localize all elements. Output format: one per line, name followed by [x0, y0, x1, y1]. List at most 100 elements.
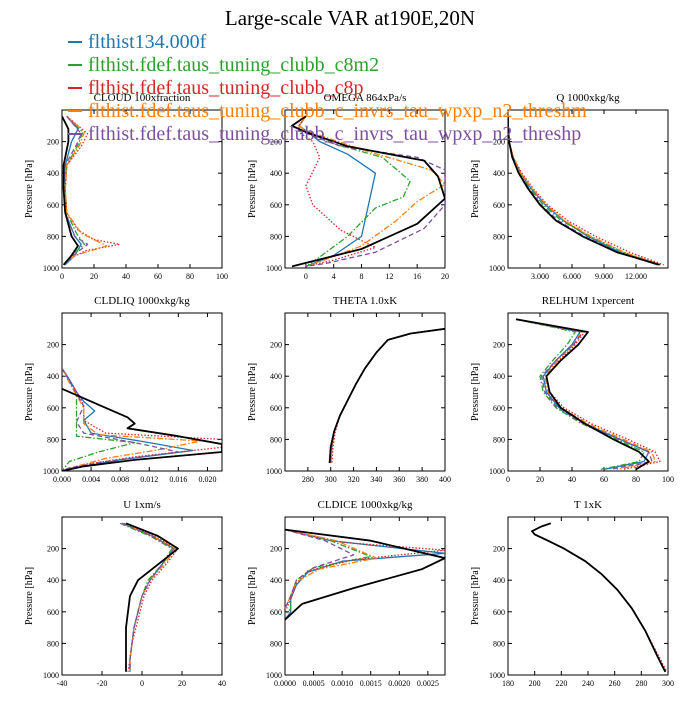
y-axis-label: Pressure [hPa] [470, 567, 481, 625]
y-tick-label: 600 [47, 608, 59, 617]
x-tick-label: 360 [393, 475, 405, 484]
panel: THETA 1.0xK Pressure [hPa] 200 400 600 800 100… [247, 295, 451, 484]
series-line [515, 318, 645, 471]
series-line-control [62, 387, 222, 471]
x-tick-label: 60 [154, 272, 162, 281]
y-tick-label: 1000 [43, 467, 59, 476]
x-tick-label: 0.0025 [417, 679, 439, 688]
y-axis-label: Pressure [hPa] [24, 567, 35, 625]
legend-swatch [68, 41, 82, 43]
x-tick-label: 9.000 [595, 272, 613, 281]
y-tick-label: 600 [47, 201, 59, 210]
x-tick-label: 300 [662, 679, 674, 688]
x-tick-label: 3.000 [531, 272, 549, 281]
series-line [328, 328, 445, 464]
x-tick-label: 0.0015 [360, 679, 382, 688]
series-line [515, 318, 650, 471]
x-tick-label: 280 [302, 475, 314, 484]
y-tick-label: 1000 [489, 264, 505, 273]
panel-title: CLDLIQ 1000xkg/kg [94, 295, 190, 307]
legend-swatch [68, 133, 82, 135]
x-tick-label: 12.000 [625, 272, 647, 281]
x-tick-label: 380 [416, 475, 428, 484]
y-tick-label: 200 [47, 138, 59, 147]
y-tick-label: 800 [270, 639, 282, 648]
series-line [62, 367, 222, 471]
x-tick-label: 180 [502, 679, 514, 688]
y-tick-label: 600 [493, 201, 505, 210]
y-tick-label: 1000 [266, 467, 282, 476]
y-tick-label: 1000 [43, 264, 59, 273]
legend-label: flthist134.000f [88, 31, 207, 53]
series-line [331, 328, 445, 464]
series-line [298, 115, 445, 268]
x-tick-label: 0 [140, 679, 144, 688]
series-line [531, 522, 668, 673]
legend-swatch [68, 64, 82, 66]
legend-label: flthist.fdef.taus_tuning_clubb_c8p [88, 77, 364, 99]
y-tick-label: 200 [270, 341, 282, 350]
y-tick-label: 400 [493, 372, 505, 381]
y-tick-label: 400 [47, 169, 59, 178]
x-tick-label: 0.020 [198, 475, 216, 484]
x-tick-label: 0 [304, 272, 308, 281]
y-axis-label: Pressure [hPa] [24, 160, 35, 218]
y-tick-label: 200 [493, 138, 505, 147]
series-line [531, 522, 666, 673]
x-tick-label: 20 [90, 272, 98, 281]
x-tick-label: 0.0010 [331, 679, 353, 688]
x-tick-label: 0.004 [82, 475, 100, 484]
series-line [515, 318, 653, 471]
series-line [62, 368, 201, 471]
series-line [330, 328, 445, 464]
x-tick-label: 0.000 [53, 475, 71, 484]
y-tick-label: 600 [47, 404, 59, 413]
panel-title: Q 1000xkg/kg [556, 92, 620, 104]
legend-label: flthist.fdef.taus_tuning_clubb_c_invrs_t… [88, 123, 582, 145]
x-tick-label: 80 [186, 272, 194, 281]
series-line [328, 328, 445, 464]
panel-title: U 1xm/s [123, 499, 161, 511]
x-tick-label: 40 [122, 272, 130, 281]
y-tick-label: 200 [47, 341, 59, 350]
x-tick-label: 280 [635, 679, 647, 688]
x-tick-label: 200 [529, 679, 541, 688]
x-tick-label: 340 [370, 475, 382, 484]
panel-title: CLOUD 100xfraction [94, 92, 191, 104]
x-tick-label: 0.0000 [274, 679, 296, 688]
series-line-control [291, 115, 445, 268]
y-tick-label: 600 [493, 404, 505, 413]
legend-label: flthist.fdef.taus_tuning_clubb_c_invrs_t… [88, 100, 587, 122]
panel-frame [507, 109, 669, 269]
y-tick-label: 1000 [489, 467, 505, 476]
x-tick-label: 0 [506, 475, 510, 484]
y-tick-label: 1000 [266, 671, 282, 680]
y-tick-label: 600 [270, 201, 282, 210]
panel-frame [61, 109, 223, 269]
x-tick-label: 0.0005 [303, 679, 325, 688]
panel-title: CLDICE 1000xkg/kg [317, 499, 413, 511]
x-tick-label: 100 [662, 475, 674, 484]
y-tick-label: 800 [47, 435, 59, 444]
x-tick-label: 20 [441, 272, 449, 281]
series-line [531, 522, 666, 673]
y-tick-label: 200 [270, 138, 282, 147]
y-tick-label: 400 [47, 372, 59, 381]
series-line [62, 367, 180, 471]
series-line-control [125, 522, 179, 672]
panel-title: THETA 1.0xK [333, 295, 398, 307]
series-line-control [328, 327, 445, 464]
x-tick-label: 60 [600, 475, 608, 484]
x-tick-label: 8 [360, 272, 364, 281]
series-line-control [515, 318, 650, 471]
y-tick-label: 400 [493, 576, 505, 585]
x-tick-label: 0.012 [140, 475, 158, 484]
series-line [62, 115, 89, 266]
legend-swatch [68, 87, 82, 89]
panel: CLDICE 1000xkg/kg Pressure [hPa] 200 400 600… [247, 499, 446, 688]
x-tick-label: 300 [325, 475, 337, 484]
series-line [63, 115, 86, 266]
x-tick-label: 20 [178, 679, 186, 688]
series-line [62, 367, 136, 471]
